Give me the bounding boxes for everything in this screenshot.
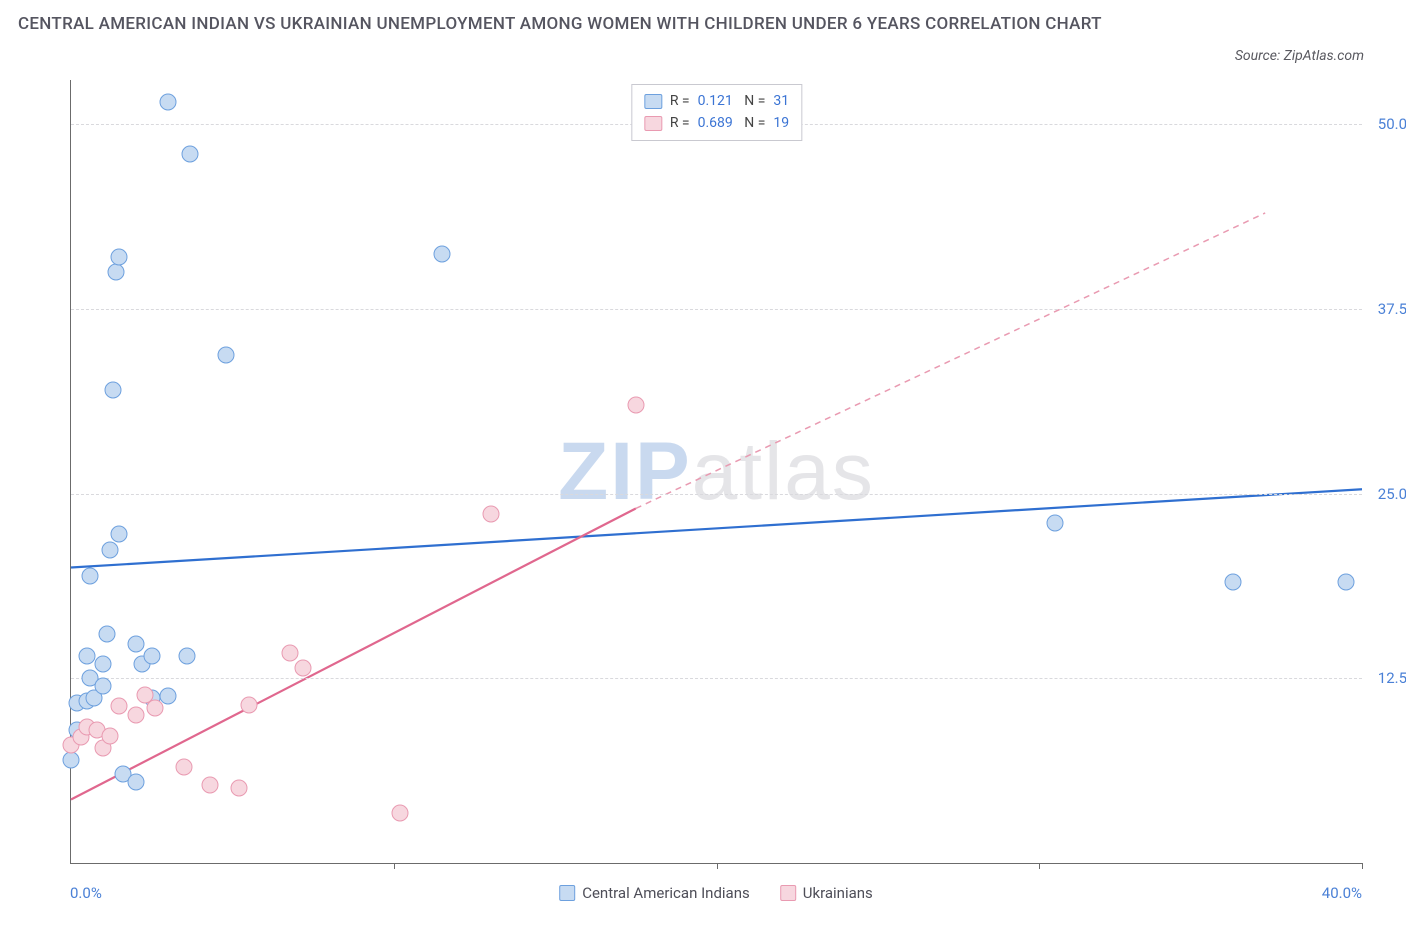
stat-n-value-2: 19 <box>773 112 789 134</box>
legend-swatch-series1 <box>559 885 575 901</box>
series1-point <box>63 751 80 768</box>
gridline <box>71 678 1362 679</box>
x-tick <box>717 863 718 869</box>
y-tick-label: 50.0% <box>1366 115 1406 133</box>
trend-line <box>71 489 1362 567</box>
series2-point <box>146 699 163 716</box>
series1-point <box>434 246 451 263</box>
y-tick-label: 37.5% <box>1366 300 1406 318</box>
watermark-light: atlas <box>692 426 875 517</box>
stat-r-label: R = <box>670 90 690 112</box>
x-axis-area: 0.0% 40.0% Central American Indians Ukra… <box>70 872 1362 902</box>
series2-point <box>295 660 312 677</box>
series1-point <box>1047 515 1064 532</box>
stat-n-label: N = <box>741 90 766 112</box>
series1-point <box>108 264 125 281</box>
series1-point <box>1224 574 1241 591</box>
series2-point <box>175 758 192 775</box>
x-tick <box>1039 863 1040 869</box>
series1-point <box>95 655 112 672</box>
series2-point <box>392 804 409 821</box>
x-tick <box>394 863 395 869</box>
series2-point <box>230 779 247 796</box>
series2-point <box>101 727 118 744</box>
y-tick-label: 25.0% <box>1366 485 1406 503</box>
stat-n-label: N = <box>741 112 766 134</box>
source-attribution: Source: ZipAtlas.com <box>1235 48 1364 64</box>
chart-title: CENTRAL AMERICAN INDIAN VS UKRAINIAN UNE… <box>18 12 1118 38</box>
series1-point <box>101 541 118 558</box>
series1-point <box>1337 574 1354 591</box>
legend-item-series1: Central American Indians <box>559 884 750 902</box>
stat-n-value-1: 31 <box>773 90 789 112</box>
series1-point <box>111 249 128 266</box>
gridline <box>71 494 1362 495</box>
x-tick <box>1362 863 1363 869</box>
watermark-bold: ZIP <box>558 426 692 517</box>
stats-box: R = 0.121 N = 31 R = 0.689 N = 19 <box>631 84 802 141</box>
plot-region: ZIPatlas R = 0.121 N = 31 R = 0.689 N = … <box>70 80 1362 864</box>
y-tick-label: 12.5% <box>1366 669 1406 687</box>
series1-point <box>79 648 96 665</box>
series2-point <box>111 698 128 715</box>
series2-point <box>627 397 644 414</box>
series2-point <box>127 707 144 724</box>
watermark: ZIPatlas <box>558 425 875 519</box>
stat-swatch-series1 <box>644 94 662 109</box>
stat-r-label: R = <box>670 112 690 134</box>
series1-point <box>143 648 160 665</box>
stat-swatch-series2 <box>644 116 662 131</box>
gridline <box>71 309 1362 310</box>
series1-point <box>98 626 115 643</box>
series1-point <box>127 636 144 653</box>
chart-area: Unemployment Among Women with Children U… <box>18 80 1388 912</box>
series1-point <box>104 382 121 399</box>
x-axis-min-label: 0.0% <box>70 884 102 902</box>
legend-swatch-series2 <box>780 885 796 901</box>
x-axis-max-label: 40.0% <box>1322 884 1362 902</box>
series1-point <box>82 568 99 585</box>
series1-point <box>127 773 144 790</box>
trend-line <box>636 213 1265 508</box>
series2-point <box>282 645 299 662</box>
stat-r-value-1: 0.121 <box>698 90 733 112</box>
series1-point <box>95 677 112 694</box>
series1-point <box>159 94 176 111</box>
legend-label-series1: Central American Indians <box>582 884 750 902</box>
series1-point <box>217 346 234 363</box>
legend-item-series2: Ukrainians <box>780 884 873 902</box>
series2-point <box>201 776 218 793</box>
stat-row-series2: R = 0.689 N = 19 <box>644 112 789 134</box>
legend-label-series2: Ukrainians <box>803 884 873 902</box>
series1-point <box>182 145 199 162</box>
series2-point <box>240 696 257 713</box>
series2-point <box>482 506 499 523</box>
trend-lines-layer <box>71 80 1362 863</box>
series1-point <box>179 648 196 665</box>
stat-r-value-2: 0.689 <box>698 112 733 134</box>
series1-point <box>159 688 176 705</box>
bottom-legend: Central American Indians Ukrainians <box>559 884 873 902</box>
stat-row-series1: R = 0.121 N = 31 <box>644 90 789 112</box>
series1-point <box>111 525 128 542</box>
